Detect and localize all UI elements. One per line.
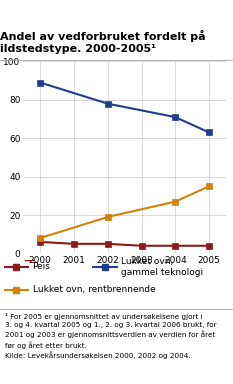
Text: —: — [23,256,34,266]
Text: ¹ For 2005 er gjennomsnittet av undersøkelsene gjort i
3. og 4. kvartal 2005 og : ¹ For 2005 er gjennomsnittet av undersøk… [5,313,216,359]
Text: Andel av vedforbruket fordelt på
ildstedstype. 2000-2005¹: Andel av vedforbruket fordelt på ildsted… [0,30,206,54]
Text: Lukket ovn, rentbrennende: Lukket ovn, rentbrennende [33,285,155,295]
Text: Peis: Peis [33,262,51,271]
Text: Lukket ovn,
gammel teknologi: Lukket ovn, gammel teknologi [121,257,203,276]
